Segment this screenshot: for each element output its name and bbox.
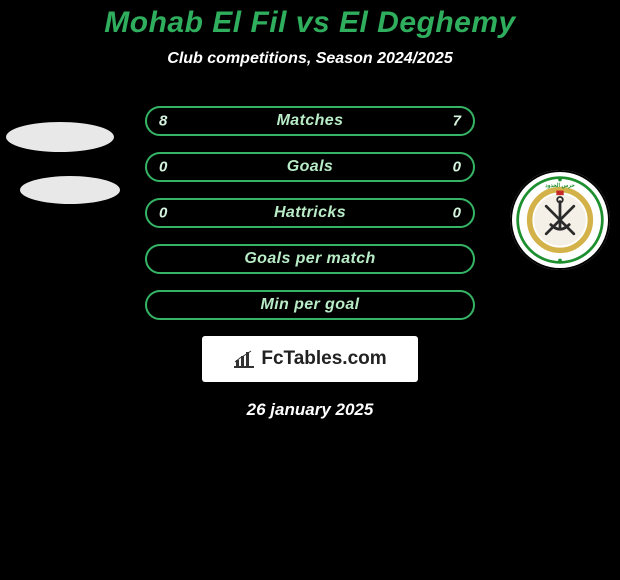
stat-row: 0 Goals 0 [145, 152, 475, 182]
fctables-logo-box: FcTables.com [202, 336, 418, 382]
fctables-logo: FcTables.com [233, 348, 386, 370]
comparison-subtitle: Club competitions, Season 2024/2025 [0, 50, 620, 68]
stat-value-right: 0 [453, 159, 461, 176]
stat-label: Hattricks [274, 204, 346, 222]
stat-value-left: 0 [159, 159, 167, 176]
stat-value-right: 7 [453, 113, 461, 130]
stat-value-right: 0 [453, 205, 461, 222]
stat-label: Goals [287, 158, 333, 176]
stat-row: 8 Matches 7 [145, 106, 475, 136]
stat-row: 0 Hattricks 0 [145, 198, 475, 228]
bar-chart-icon [233, 350, 255, 368]
stat-label: Goals per match [244, 250, 375, 268]
stats-area: 8 Matches 7 0 Goals 0 0 Hattricks 0 Goals per mat… [0, 106, 620, 320]
stat-value-left: 8 [159, 113, 167, 130]
stat-label: Matches [277, 112, 344, 130]
stat-value-left: 0 [159, 205, 167, 222]
comparison-title: Mohab El Fil vs El Deghemy [0, 0, 620, 40]
stat-row: Goals per match [145, 244, 475, 274]
fctables-logo-text: FcTables.com [261, 348, 386, 370]
snapshot-date: 26 january 2025 [0, 400, 620, 420]
stat-label: Min per goal [260, 296, 359, 314]
stat-row: Min per goal [145, 290, 475, 320]
